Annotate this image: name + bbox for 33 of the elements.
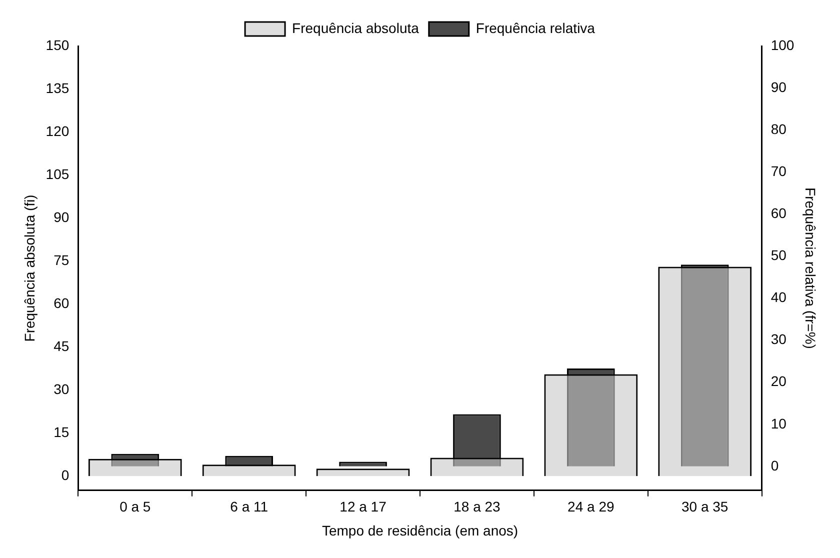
- y-tick-label: 90: [54, 208, 70, 225]
- x-axis-title: Tempo de residência (em anos): [322, 522, 518, 538]
- y-tick-label: 120: [46, 122, 70, 139]
- y-tick-label: 60: [54, 294, 70, 311]
- y2-tick-label: 90: [770, 78, 787, 95]
- x-tick-label: 30 a 35: [682, 498, 728, 515]
- legend-label: Frequência relativa: [476, 20, 596, 36]
- y2-tick-label: 80: [770, 120, 787, 137]
- y-tick-label: 30: [54, 380, 70, 397]
- y2-tick-label: 70: [770, 162, 787, 179]
- x-tick-label: 12 a 17: [340, 498, 387, 515]
- y-axis-title: Frequência absoluta (fi): [21, 194, 38, 342]
- legend-label: Frequência absoluta: [292, 20, 420, 36]
- y2-tick-label: 30: [770, 331, 787, 348]
- y2-axis-title: Frequência relativa (fr=%): [802, 187, 819, 349]
- x-tick-label: 24 a 29: [568, 498, 614, 515]
- y-tick-label: 105: [46, 166, 70, 182]
- x-tick-label: 6 a 11: [230, 498, 268, 515]
- y2-tick-label: 0: [770, 457, 779, 474]
- y-tick-label: 45: [54, 338, 70, 354]
- x-tick-label: 18 a 23: [454, 498, 501, 515]
- y2-tick-label: 50: [770, 247, 787, 264]
- x-tick-label: 0 a 5: [120, 498, 151, 515]
- y2-tick-label: 10: [770, 415, 787, 432]
- y-tick-label: 0: [61, 466, 70, 483]
- y2-tick-label: 40: [770, 289, 787, 306]
- y2-tick-label: 100: [770, 36, 794, 53]
- y-tick-label: 15: [54, 424, 70, 440]
- y2-tick-label: 20: [770, 373, 787, 390]
- y-tick-label: 75: [54, 252, 70, 268]
- y-tick-label: 150: [46, 36, 70, 53]
- y-tick-label: 135: [46, 80, 70, 96]
- y2-tick-label: 60: [770, 205, 787, 222]
